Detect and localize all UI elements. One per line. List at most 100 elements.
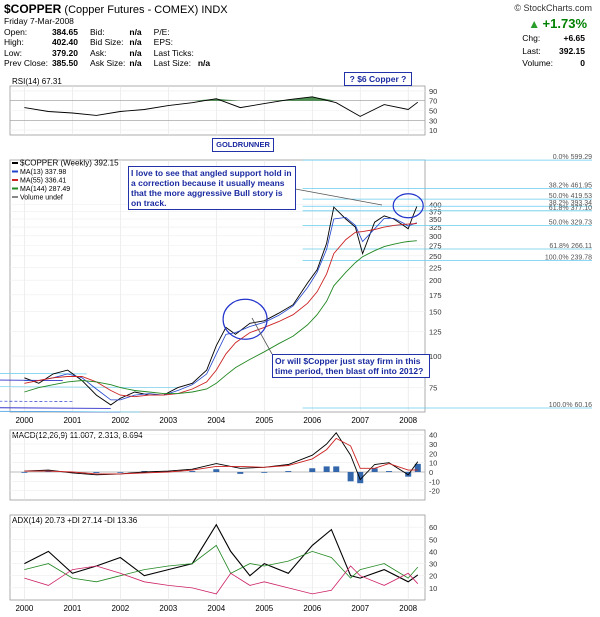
- support-note: I love to see that angled support hold i…: [128, 166, 296, 210]
- fib-level-label: 61.8% 266.11: [549, 243, 592, 250]
- macd-hist-bar: [357, 472, 364, 484]
- price-tick-label: 150: [429, 308, 442, 317]
- quote-date: Friday 7-Mar-2008: [4, 16, 74, 26]
- price-tick-label: 275: [429, 241, 442, 250]
- fib-level-label: 50.0% 329.73: [549, 220, 592, 227]
- adx-x-tick: 2001: [63, 604, 81, 613]
- connector-line: [289, 187, 383, 206]
- adx-tick-label: 20: [429, 572, 437, 581]
- price-x-tick: 2006: [303, 416, 321, 425]
- bid-value: n/a: [129, 26, 142, 37]
- macd-hist-bar: [414, 463, 421, 472]
- legend-entry: MA(144) 287.49: [20, 186, 70, 193]
- low-value: 379.20: [51, 47, 78, 58]
- fib-level-label: 50.0% 419.53: [549, 193, 592, 200]
- high-value: 402.40: [51, 37, 78, 47]
- exchange: INDX: [201, 4, 228, 16]
- quote-panel: Friday 7-Mar-2008 Open: 384.65 Bid: n/a P/…: [4, 16, 444, 69]
- adx-panel: [9, 514, 426, 601]
- open-value: 384.65: [51, 26, 78, 37]
- macd-hist-bar: [371, 468, 378, 472]
- adx-x-tick: 2007: [351, 604, 369, 613]
- price-tick-label: 375: [429, 207, 442, 216]
- prev-value: 385.50: [51, 58, 78, 68]
- price-tick-label: 125: [429, 328, 442, 337]
- chg-label: Chg:: [522, 33, 541, 43]
- open-label: Open:: [4, 26, 28, 37]
- price-tick-label: 300: [429, 232, 442, 241]
- adx-series-1: [24, 544, 419, 583]
- rsi-tick-label: 70: [429, 97, 437, 106]
- price-tick-label: 225: [429, 263, 442, 272]
- firm-note: Or will $Copper just stay firm in this t…: [272, 354, 430, 378]
- macd-tick-label: 40: [429, 431, 437, 440]
- adx-tick-label: 40: [429, 547, 437, 556]
- instrument-name: (Copper Futures - COMEX): [64, 4, 199, 16]
- eps-label: EPS:: [153, 37, 174, 47]
- rsi-title: RSI(14) 67.31: [12, 77, 62, 86]
- price-x-tick: 2001: [63, 416, 81, 425]
- price-x-tick: 2002: [111, 416, 129, 425]
- price-tick-label: 75: [429, 384, 437, 393]
- adx-x-tick: 2004: [207, 604, 225, 613]
- connector-line: [251, 317, 273, 355]
- price-x-tick: 2003: [159, 416, 177, 425]
- last-label: Last:: [522, 45, 541, 56]
- pct-change: +1.73%: [542, 16, 587, 31]
- macd-hist-bar: [213, 469, 220, 472]
- rsi-overbought-fill: [24, 96, 418, 101]
- legend-swatch: [12, 170, 18, 173]
- price-tick-label: 325: [429, 223, 442, 232]
- adx-tick-label: 10: [429, 584, 437, 593]
- macd-tick-label: -10: [429, 477, 440, 486]
- vol-label: Volume:: [522, 58, 553, 68]
- fib-level-label: 38.2% 461.95: [549, 183, 592, 190]
- macd-hist-bar: [93, 472, 100, 473]
- symbol: $COPPER: [4, 2, 62, 16]
- adx-tick-label: 60: [429, 523, 437, 532]
- price-series-0: [24, 206, 418, 406]
- macd-tick-label: 10: [429, 459, 437, 468]
- legend-entry: MA(13) 337.98: [20, 169, 66, 176]
- price-x-tick: 2004: [207, 416, 225, 425]
- chart-title: $COPPER (Copper Futures - COMEX) INDX: [4, 2, 228, 16]
- legend-entry: $COPPER (Weekly) 392.15: [20, 159, 119, 168]
- asksize-value: n/a: [129, 58, 142, 68]
- price-tick-label: 250: [429, 252, 442, 261]
- asksize-label: Ask Size:: [89, 58, 126, 68]
- macd-hist-bar: [117, 472, 124, 473]
- adx-x-tick: 2008: [399, 604, 417, 613]
- vol-value: 0: [580, 58, 585, 68]
- macd-title: MACD(12,26,9) 11.007, 2.313, 8.694: [12, 431, 143, 440]
- high-label: High:: [4, 37, 24, 47]
- fib-level-label: 0.0% 599.29: [553, 154, 592, 161]
- macd-tick-label: 30: [429, 440, 437, 449]
- price-x-tick: 2008: [399, 416, 417, 425]
- bidsize-value: n/a: [129, 37, 142, 47]
- macd-hist-bar: [141, 471, 148, 472]
- adx-x-tick: 2003: [159, 604, 177, 613]
- prev-label: Prev Close:: [4, 58, 48, 68]
- up-arrow-icon: ▲: [528, 17, 541, 31]
- macd-tick-label: -20: [429, 487, 440, 496]
- fib-level-label: 100.0% 60.16: [549, 402, 592, 409]
- rsi-tick-label: 10: [429, 126, 437, 135]
- adx-x-tick: 2002: [111, 604, 129, 613]
- price-tick-label: 350: [429, 215, 442, 224]
- legend-swatch: [12, 196, 18, 198]
- macd-hist-bar: [189, 471, 196, 472]
- macd-hist-bar: [21, 472, 28, 473]
- macd-tick-label: 0: [429, 468, 433, 477]
- legend-swatch: [12, 162, 18, 164]
- six-dollar-note: ? $6 Copper ?: [344, 72, 412, 86]
- macd-signal-line: [24, 437, 418, 475]
- price-x-tick: 2005: [255, 416, 273, 425]
- bid-label: Bid:: [89, 26, 105, 37]
- adx-series-0: [24, 523, 419, 583]
- price-tick-label: 200: [429, 276, 442, 285]
- price-series-2: [24, 223, 417, 398]
- price-series-1: [24, 216, 417, 401]
- fib-level-label: 38.2% 393.34: [549, 200, 592, 207]
- copyright: © StockCharts.com: [514, 3, 592, 13]
